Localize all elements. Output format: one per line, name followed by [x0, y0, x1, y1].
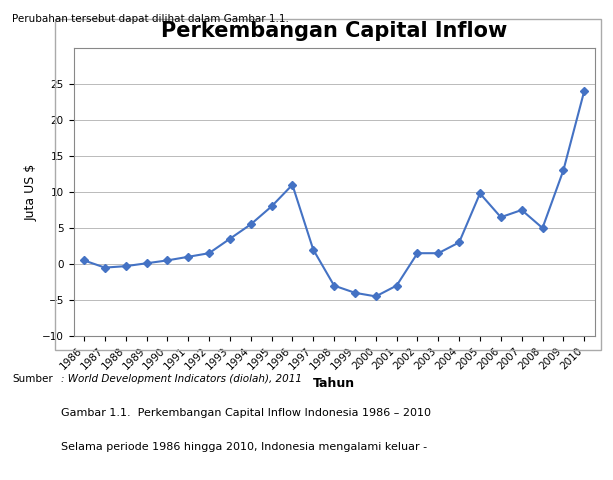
Text: Perubahan tersebut dapat dilihat dalam Gambar 1.1.: Perubahan tersebut dapat dilihat dalam G…: [12, 14, 289, 24]
capital inflow: [455, 240, 463, 245]
capital inflow: [268, 204, 275, 209]
X-axis label: Tahun: Tahun: [313, 377, 355, 390]
capital inflow: [289, 182, 296, 188]
capital inflow: [143, 260, 150, 266]
capital inflow: [205, 251, 213, 256]
capital inflow: [185, 254, 192, 260]
capital inflow: [330, 283, 338, 288]
Text: : World Development Indicators (diolah), 2011: : World Development Indicators (diolah),…: [61, 374, 302, 384]
capital inflow: [101, 265, 109, 271]
Text: Gambar 1.1.  Perkembangan Capital Inflow Indonesia 1986 – 2010: Gambar 1.1. Perkembangan Capital Inflow …: [61, 408, 432, 418]
capital inflow: [226, 236, 234, 242]
Y-axis label: Juta US $: Juta US $: [25, 163, 38, 221]
capital inflow: [476, 191, 484, 196]
capital inflow: [539, 225, 546, 231]
Text: Selama periode 1986 hingga 2010, Indonesia mengalami keluar -: Selama periode 1986 hingga 2010, Indones…: [61, 442, 427, 452]
capital inflow: [497, 214, 504, 220]
capital inflow: [247, 222, 254, 228]
capital inflow: [393, 283, 400, 288]
capital inflow: [164, 257, 171, 263]
capital inflow: [435, 251, 442, 256]
Title: Perkembangan Capital Inflow: Perkembangan Capital Inflow: [161, 21, 507, 41]
capital inflow: [80, 257, 88, 263]
capital inflow: [581, 88, 588, 94]
capital inflow: [122, 263, 129, 269]
capital inflow: [310, 247, 317, 252]
Text: Sumber: Sumber: [12, 374, 53, 384]
capital inflow: [560, 168, 567, 173]
capital inflow: [414, 251, 421, 256]
capital inflow: [372, 293, 379, 300]
Line: capital inflow: capital inflow: [81, 88, 587, 299]
capital inflow: [518, 207, 525, 213]
capital inflow: [351, 290, 359, 296]
